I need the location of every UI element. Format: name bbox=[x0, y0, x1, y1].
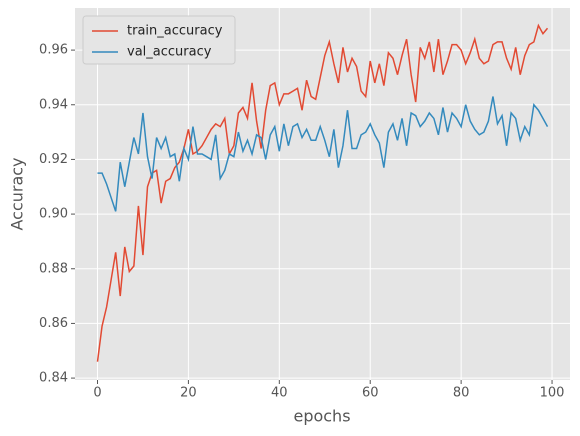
x-tick-label: 40 bbox=[271, 386, 288, 401]
y-tick-label: 0.88 bbox=[39, 261, 68, 276]
y-tick-label: 0.90 bbox=[39, 207, 68, 222]
x-tick-label: 60 bbox=[362, 386, 379, 401]
y-tick-label: 0.84 bbox=[39, 371, 68, 386]
y-tick-label: 0.96 bbox=[39, 43, 68, 58]
line-series bbox=[96, 23, 549, 362]
legend-label: val_accuracy bbox=[127, 45, 212, 60]
x-tick-label: 80 bbox=[453, 386, 470, 401]
x-axis-label: epochs bbox=[293, 407, 350, 426]
y-tick-label: 0.86 bbox=[39, 316, 68, 331]
y-axis-label: Accuracy bbox=[8, 157, 27, 230]
line-series bbox=[97, 96, 549, 212]
x-tick-label: 0 bbox=[93, 386, 101, 401]
y-tick-label: 0.92 bbox=[39, 152, 68, 167]
legend-box bbox=[82, 15, 236, 65]
legend-label: train_accuracy bbox=[127, 24, 223, 39]
x-tick-label: 20 bbox=[180, 386, 197, 401]
x-tick-label: 100 bbox=[540, 386, 565, 401]
y-tick-label: 0.94 bbox=[39, 97, 68, 112]
